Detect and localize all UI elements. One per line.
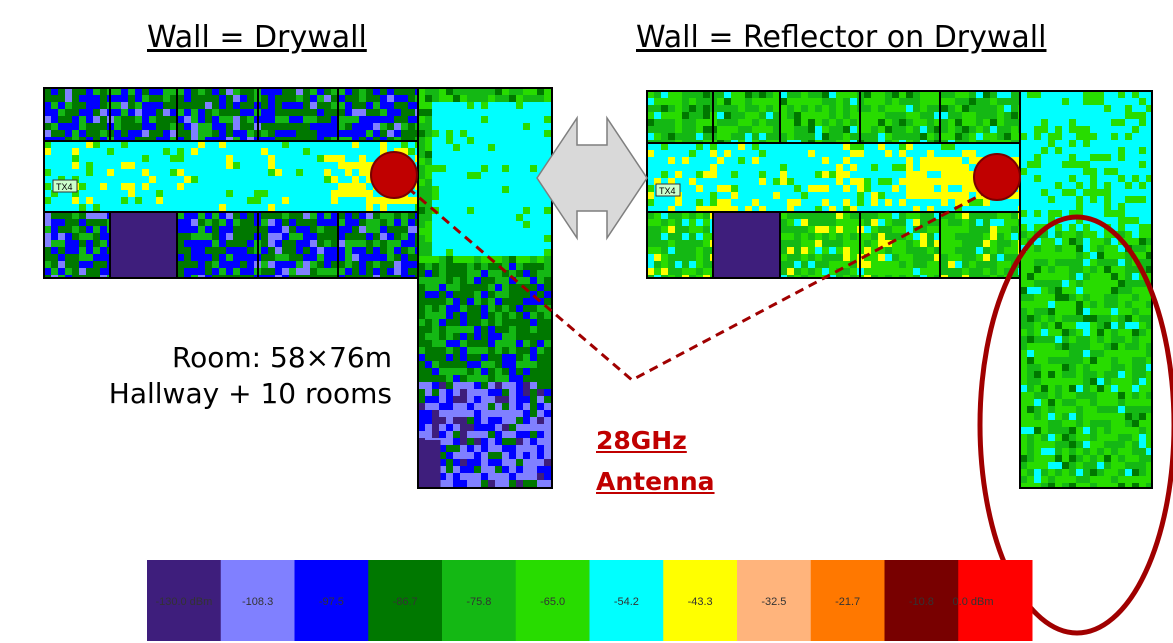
legend-label: -54.2 bbox=[614, 596, 639, 608]
left-panel-title: Wall = Drywall bbox=[147, 20, 367, 55]
legend-swatch bbox=[589, 560, 664, 641]
room-count-text: Hallway + 10 rooms bbox=[108, 377, 392, 410]
legend-label: -10.8 bbox=[909, 596, 934, 608]
right-panel-title: Wall = Reflector on Drywall bbox=[636, 20, 1047, 55]
legend-label: -97.5 bbox=[319, 596, 344, 608]
signal-strength-legend: -130.0 dBm -108.3 -97.5 -86.7 -75.8 -65.0 -54.… bbox=[147, 560, 1033, 641]
legend-label: -130.0 dBm bbox=[155, 596, 212, 608]
legend-swatch bbox=[294, 560, 369, 641]
antenna-marker-left bbox=[370, 151, 418, 199]
legend-label: -65.0 bbox=[540, 596, 565, 608]
improved-coverage-highlight bbox=[977, 214, 1173, 636]
legend-swatch bbox=[147, 560, 222, 641]
legend-swatch bbox=[958, 560, 1033, 641]
antenna-type-text: Antenna bbox=[596, 467, 715, 496]
legend-label: -75.8 bbox=[466, 596, 491, 608]
legend-swatch bbox=[884, 560, 959, 641]
left-coverage-map bbox=[44, 88, 553, 489]
antenna-frequency-text: 28GHz bbox=[596, 426, 687, 455]
antenna-marker-right bbox=[973, 153, 1021, 201]
legend-swatch bbox=[737, 560, 812, 641]
legend-label: -86.7 bbox=[393, 596, 418, 608]
legend-swatch bbox=[515, 560, 590, 641]
legend-label: -32.5 bbox=[761, 596, 786, 608]
comparison-double-arrow bbox=[536, 115, 648, 241]
tx-label-left: TX4 bbox=[52, 179, 78, 193]
room-info: Room: 58×76m Hallway + 10 rooms bbox=[0, 340, 392, 412]
legend-swatch bbox=[810, 560, 885, 641]
antenna-pointer-lines bbox=[407, 186, 991, 382]
left-floorplan-walls bbox=[43, 87, 553, 489]
legend-label: 0.0 dBm bbox=[953, 596, 994, 608]
right-floorplan-walls bbox=[646, 90, 1153, 489]
antenna-label: 28GHz Antenna bbox=[596, 420, 715, 502]
legend-label: -21.7 bbox=[835, 596, 860, 608]
legend-swatch bbox=[368, 560, 443, 641]
legend-swatch bbox=[442, 560, 517, 641]
legend-label: -108.3 bbox=[242, 596, 273, 608]
room-size-text: Room: 58×76m bbox=[171, 341, 392, 374]
legend-swatch bbox=[220, 560, 295, 641]
tx-label-right: TX4 bbox=[655, 183, 681, 197]
legend-swatch bbox=[663, 560, 738, 641]
right-coverage-map bbox=[647, 91, 1153, 489]
legend-label: -43.3 bbox=[688, 596, 713, 608]
